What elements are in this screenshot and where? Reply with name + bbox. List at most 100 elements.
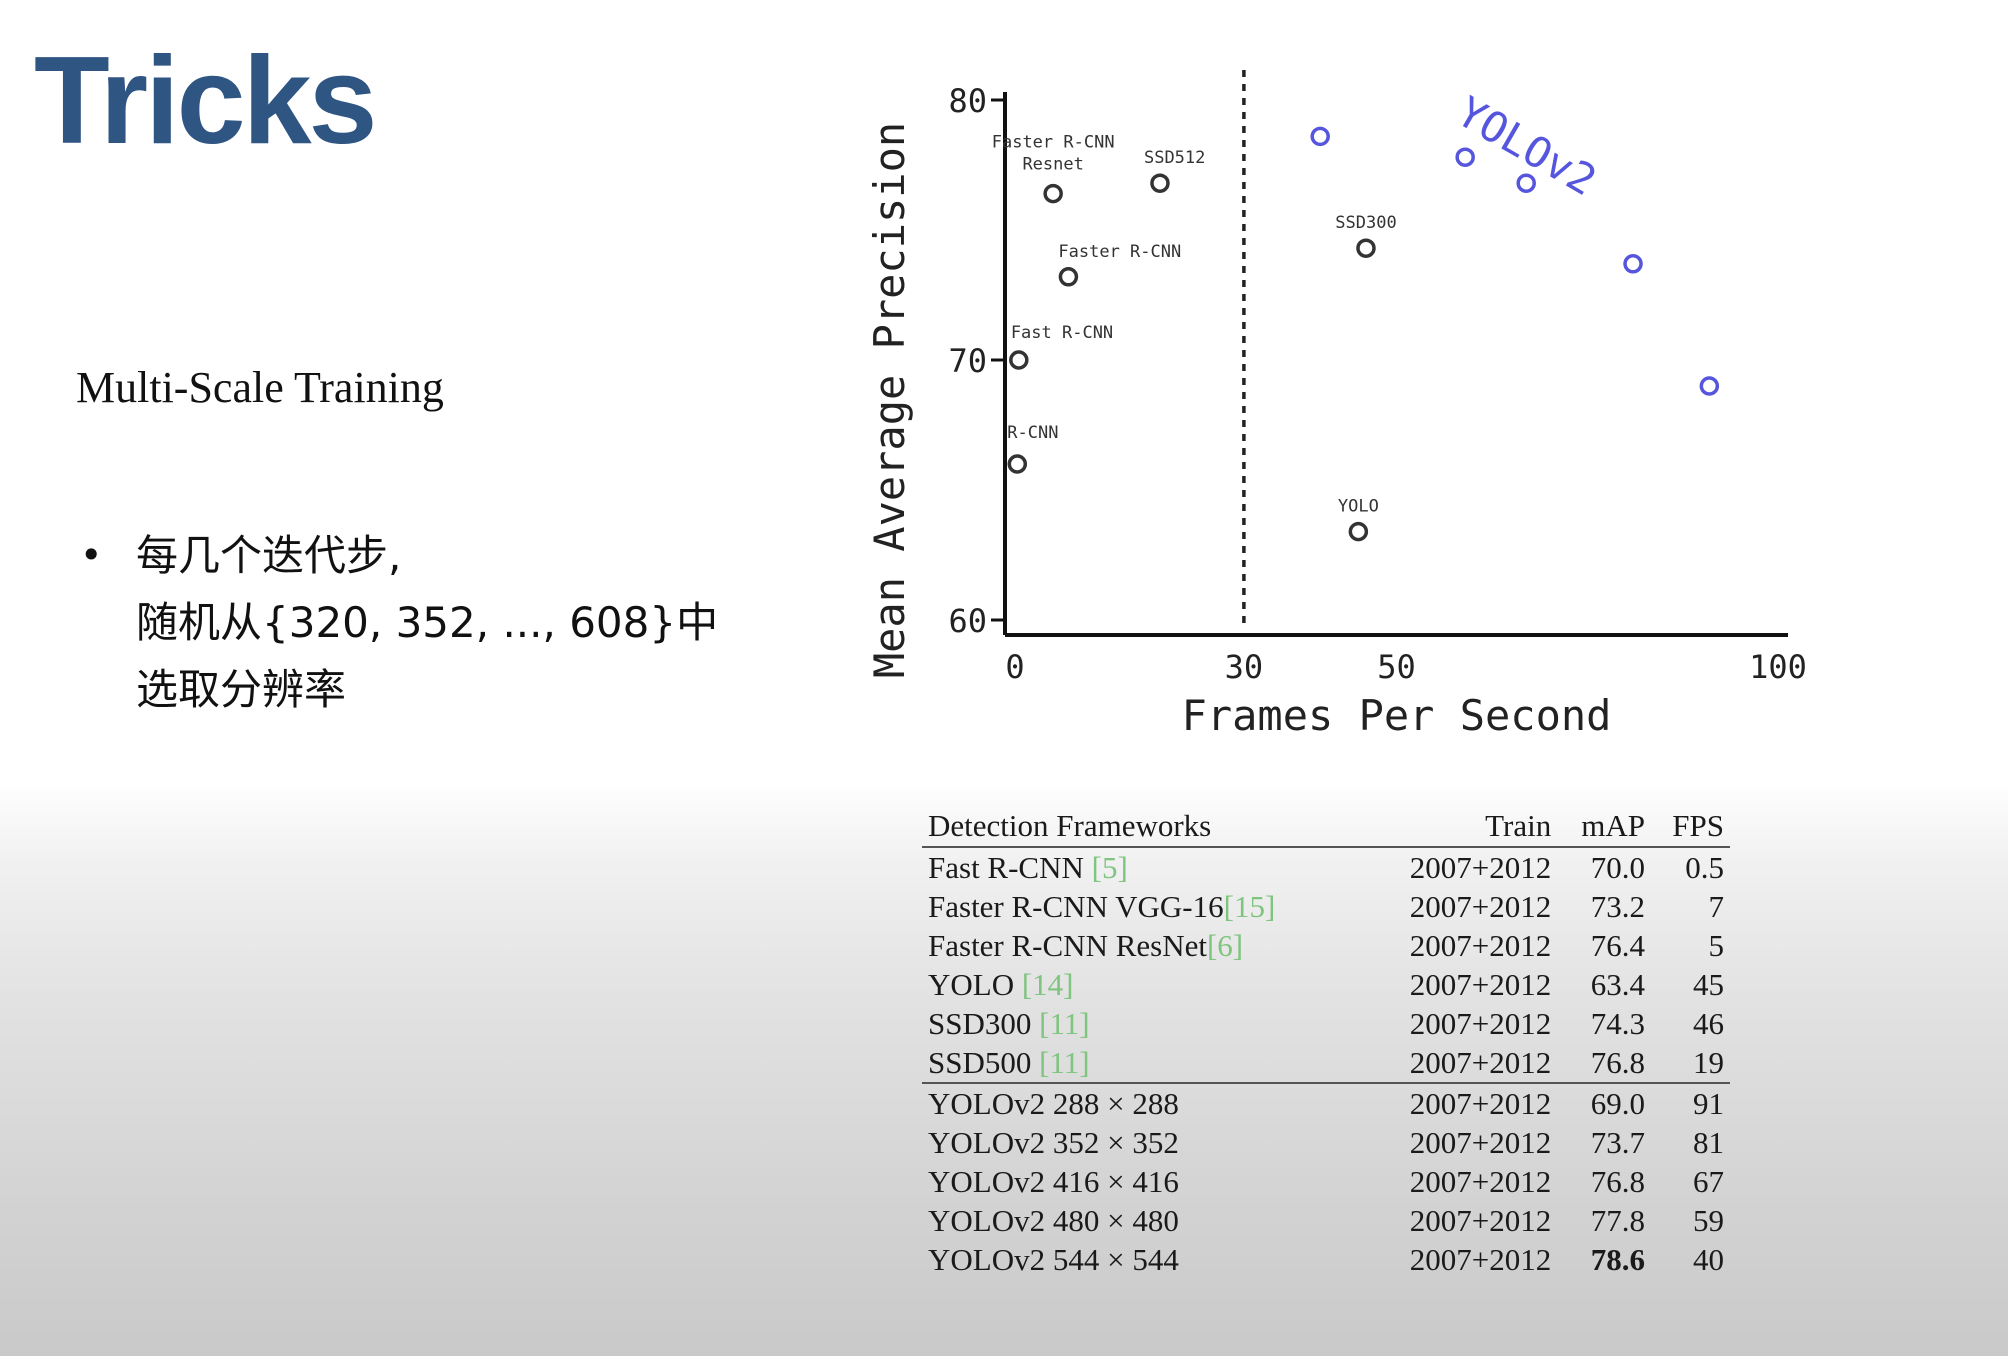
y-tick-label: 70	[948, 342, 987, 380]
table-row: SSD300 [11] 2007+2012 74.3 46	[922, 1004, 1730, 1043]
point-label: R-CNN	[1007, 423, 1058, 443]
framework-name: YOLOv2 480 × 480	[928, 1202, 1179, 1238]
map-cell: 76.8	[1590, 1163, 1646, 1199]
train-cell: 2007+2012	[1409, 849, 1552, 885]
point-label: YOLO	[1338, 497, 1379, 517]
subtitle: Multi-Scale Training	[76, 363, 444, 412]
table-row: Faster R-CNN VGG-16[15] 2007+2012 73.2 7	[922, 887, 1730, 926]
yolov2-point	[1699, 376, 1720, 396]
citation-ref: [11]	[1039, 1005, 1090, 1041]
citation-ref: [15]	[1223, 888, 1276, 924]
bullet-item: • 每几个迭代步, 随机从{320, 352, ..., 608}中 选取分辨率	[80, 522, 760, 723]
map-cell: 74.3	[1590, 1005, 1646, 1041]
framework-cell: YOLOv2 480 × 480	[922, 1201, 1367, 1240]
col-header-frameworks: Detection Frameworks	[928, 808, 1212, 843]
fps-cell: 81	[1693, 1124, 1724, 1160]
point-label: SSD300	[1335, 213, 1396, 233]
train-cell: 2007+2012	[1409, 1202, 1552, 1238]
slide-title: Tricks	[34, 32, 377, 170]
data-point	[1150, 173, 1170, 193]
train-cell: 2007+2012	[1409, 1005, 1552, 1041]
yolov2-point	[1455, 147, 1475, 167]
fps-cell: 40	[1693, 1241, 1724, 1277]
table-row: YOLOv2 288 × 288 2007+2012 69.0 91	[922, 1083, 1730, 1123]
table-row: YOLOv2 480 × 480 2007+2012 77.8 59	[922, 1201, 1730, 1240]
data-point	[1058, 267, 1079, 287]
framework-cell: Faster R-CNN ResNet[6]	[922, 926, 1367, 965]
data-point	[1348, 521, 1369, 542]
table-row: YOLO [14] 2007+2012 63.4 45	[922, 965, 1730, 1004]
fps-cell: 45	[1693, 966, 1724, 1002]
fps-cell: 67	[1693, 1163, 1724, 1199]
point-label: Faster R-CNN	[992, 133, 1115, 153]
table-row: YOLOv2 352 × 352 2007+2012 73.7 81	[922, 1123, 1730, 1162]
fps-cell: 46	[1693, 1005, 1724, 1041]
y-tick-label: 60	[948, 602, 987, 640]
citation-ref: [14]	[1021, 966, 1074, 1002]
framework-cell: YOLOv2 288 × 288	[922, 1083, 1367, 1123]
map-cell: 73.2	[1590, 888, 1646, 924]
point-label: Resnet	[1022, 155, 1083, 175]
framework-name: Faster R-CNN ResNet	[928, 927, 1207, 963]
x-axis-title: Frames Per Second	[1182, 691, 1612, 740]
table-row: Faster R-CNN ResNet[6] 2007+2012 76.4 5	[922, 926, 1730, 965]
train-cell: 2007+2012	[1409, 966, 1552, 1002]
framework-name: YOLOv2 544 × 544	[928, 1241, 1179, 1277]
x-tick-label: 100	[1749, 648, 1807, 686]
bullet-text: 每几个迭代步, 随机从{320, 352, ..., 608}中 选取分辨率	[136, 522, 760, 723]
map-cell: 77.8	[1590, 1202, 1646, 1238]
table-row: YOLOv2 544 × 544 2007+2012 78.6 40	[922, 1240, 1730, 1279]
citation-ref: [6]	[1206, 927, 1244, 963]
fps-cell: 91	[1693, 1085, 1724, 1121]
table-row: SSD500 [11] 2007+2012 76.8 19	[922, 1043, 1730, 1083]
table-header-row: Detection Frameworks Train mAP FPS	[922, 806, 1730, 847]
citation-ref: [5]	[1091, 849, 1128, 885]
fps-cell: 59	[1693, 1202, 1724, 1238]
x-tick-label: 0	[1005, 648, 1024, 686]
data-point	[1007, 454, 1028, 474]
framework-name: SSD500	[928, 1044, 1040, 1080]
col-header-map: mAP	[1581, 808, 1646, 843]
map-cell: 69.0	[1590, 1085, 1646, 1121]
bullet-line-3: 选取分辨率	[136, 665, 347, 714]
framework-name: YOLO	[928, 966, 1022, 1002]
point-label: Faster R-CNN	[1058, 242, 1181, 262]
map-cell: 78.6	[1590, 1241, 1646, 1277]
results-table-wrapper: Detection Frameworks Train mAP FPS Fast …	[922, 806, 1730, 1279]
train-cell: 2007+2012	[1409, 1124, 1552, 1160]
yolov2-point	[1516, 173, 1536, 193]
train-cell: 2007+2012	[1409, 1044, 1552, 1080]
train-cell: 2007+2012	[1409, 1241, 1552, 1277]
train-cell: 2007+2012	[1409, 1085, 1552, 1121]
map-cell: 73.7	[1590, 1124, 1646, 1160]
results-table: Detection Frameworks Train mAP FPS Fast …	[922, 806, 1730, 1279]
train-cell: 2007+2012	[1409, 927, 1552, 963]
fps-cell: 5	[1708, 927, 1725, 963]
yolov2-point	[1623, 254, 1643, 274]
y-tick-label: 80	[948, 82, 987, 120]
framework-cell: Fast R-CNN [5]	[922, 847, 1367, 887]
point-label: SSD512	[1144, 148, 1205, 168]
map-cell: 63.4	[1590, 966, 1646, 1002]
bullet-dot-icon: •	[80, 533, 103, 577]
series-label-yolov2: YOLOv2	[1449, 87, 1605, 205]
y-axis-title: Mean Average Precision	[865, 122, 914, 678]
col-header-train: Train	[1485, 808, 1552, 843]
fps-cell: 19	[1693, 1044, 1724, 1080]
bullet-line-2: 随机从{320, 352, ..., 608}中	[136, 598, 719, 647]
point-label: Fast R-CNN	[1011, 323, 1113, 343]
data-point	[1356, 238, 1376, 258]
bullet-line-1: 每几个迭代步,	[136, 531, 402, 580]
col-header-fps: FPS	[1672, 808, 1724, 843]
framework-cell: YOLOv2 544 × 544	[922, 1240, 1367, 1279]
framework-name: Fast R-CNN	[928, 849, 1092, 885]
x-tick-label: 30	[1225, 648, 1264, 686]
framework-cell: SSD300 [11]	[922, 1004, 1367, 1043]
framework-cell: YOLOv2 352 × 352	[922, 1123, 1367, 1162]
train-cell: 2007+2012	[1409, 888, 1552, 924]
data-point	[1043, 183, 1063, 204]
framework-name: YOLOv2 416 × 416	[928, 1163, 1179, 1199]
framework-cell: YOLO [14]	[922, 965, 1367, 1004]
data-point	[1009, 350, 1029, 370]
framework-name: Faster R-CNN VGG-16	[928, 888, 1224, 924]
